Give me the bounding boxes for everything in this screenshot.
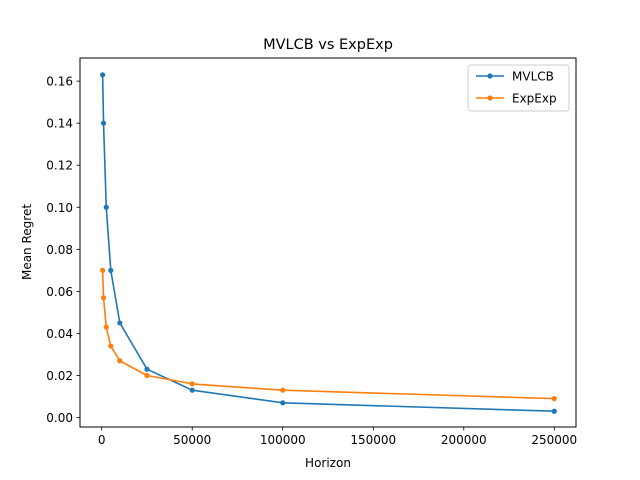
x-axis: 0 50000 100000 150000 200000 250000 (98, 427, 577, 447)
legend-marker-expexp (487, 95, 493, 101)
y-tick-label: 0.04 (46, 327, 73, 341)
x-tick-label: 50000 (173, 433, 211, 447)
data-point-mvlcb (100, 120, 107, 126)
data-point-expexp (108, 343, 114, 349)
y-tick-label: 0.06 (46, 285, 73, 299)
x-tick-label: 200000 (441, 433, 487, 447)
data-point-expexp (144, 372, 150, 379)
y-tick-label: 0.02 (46, 369, 73, 383)
plot-area (100, 72, 557, 414)
y-tick-label: 0.00 (46, 411, 73, 425)
x-tick-label: 0 (98, 433, 106, 447)
chart-title: MVLCB vs ExpExp (263, 37, 393, 53)
data-point-expexp (189, 381, 195, 387)
data-point-mvlcb (117, 320, 123, 326)
y-axis: 0.00 0.02 0.04 0.06 0.08 0.10 0.12 0.14 0.16 (46, 75, 80, 425)
x-tick-label: 250000 (531, 433, 577, 447)
data-point-mvlcb (100, 72, 106, 78)
data-point-mvlcb (189, 387, 195, 393)
data-point-expexp (280, 387, 286, 393)
y-tick-label: 0.16 (46, 75, 73, 89)
legend-marker-mvlcb (487, 73, 493, 79)
y-tick-label: 0.08 (46, 243, 73, 257)
x-tick-label: 100000 (260, 433, 306, 447)
x-tick-label: 150000 (350, 433, 396, 447)
legend-label-expexp: ExpExp (512, 92, 557, 106)
legend-label-mvlcb: MVLCB (512, 70, 554, 84)
legend: MVLCB ExpExp (467, 64, 570, 112)
x-axis-label: Horizon (305, 456, 351, 470)
axes-frame (79, 57, 577, 428)
data-point-mvlcb (144, 366, 150, 372)
y-tick-label: 0.10 (46, 201, 73, 215)
data-point-expexp (100, 295, 107, 301)
data-point-expexp (103, 324, 109, 330)
y-axis-label: Mean Regret (20, 204, 34, 280)
data-point-expexp (100, 267, 106, 273)
data-point-mvlcb (280, 400, 286, 406)
y-tick-label: 0.12 (46, 159, 73, 173)
data-point-expexp (551, 396, 557, 402)
data-point-mvlcb (551, 408, 557, 414)
y-tick-label: 0.14 (46, 117, 73, 131)
data-point-mvlcb (103, 204, 109, 210)
data-point-expexp (117, 358, 123, 364)
data-point-mvlcb (108, 267, 114, 273)
